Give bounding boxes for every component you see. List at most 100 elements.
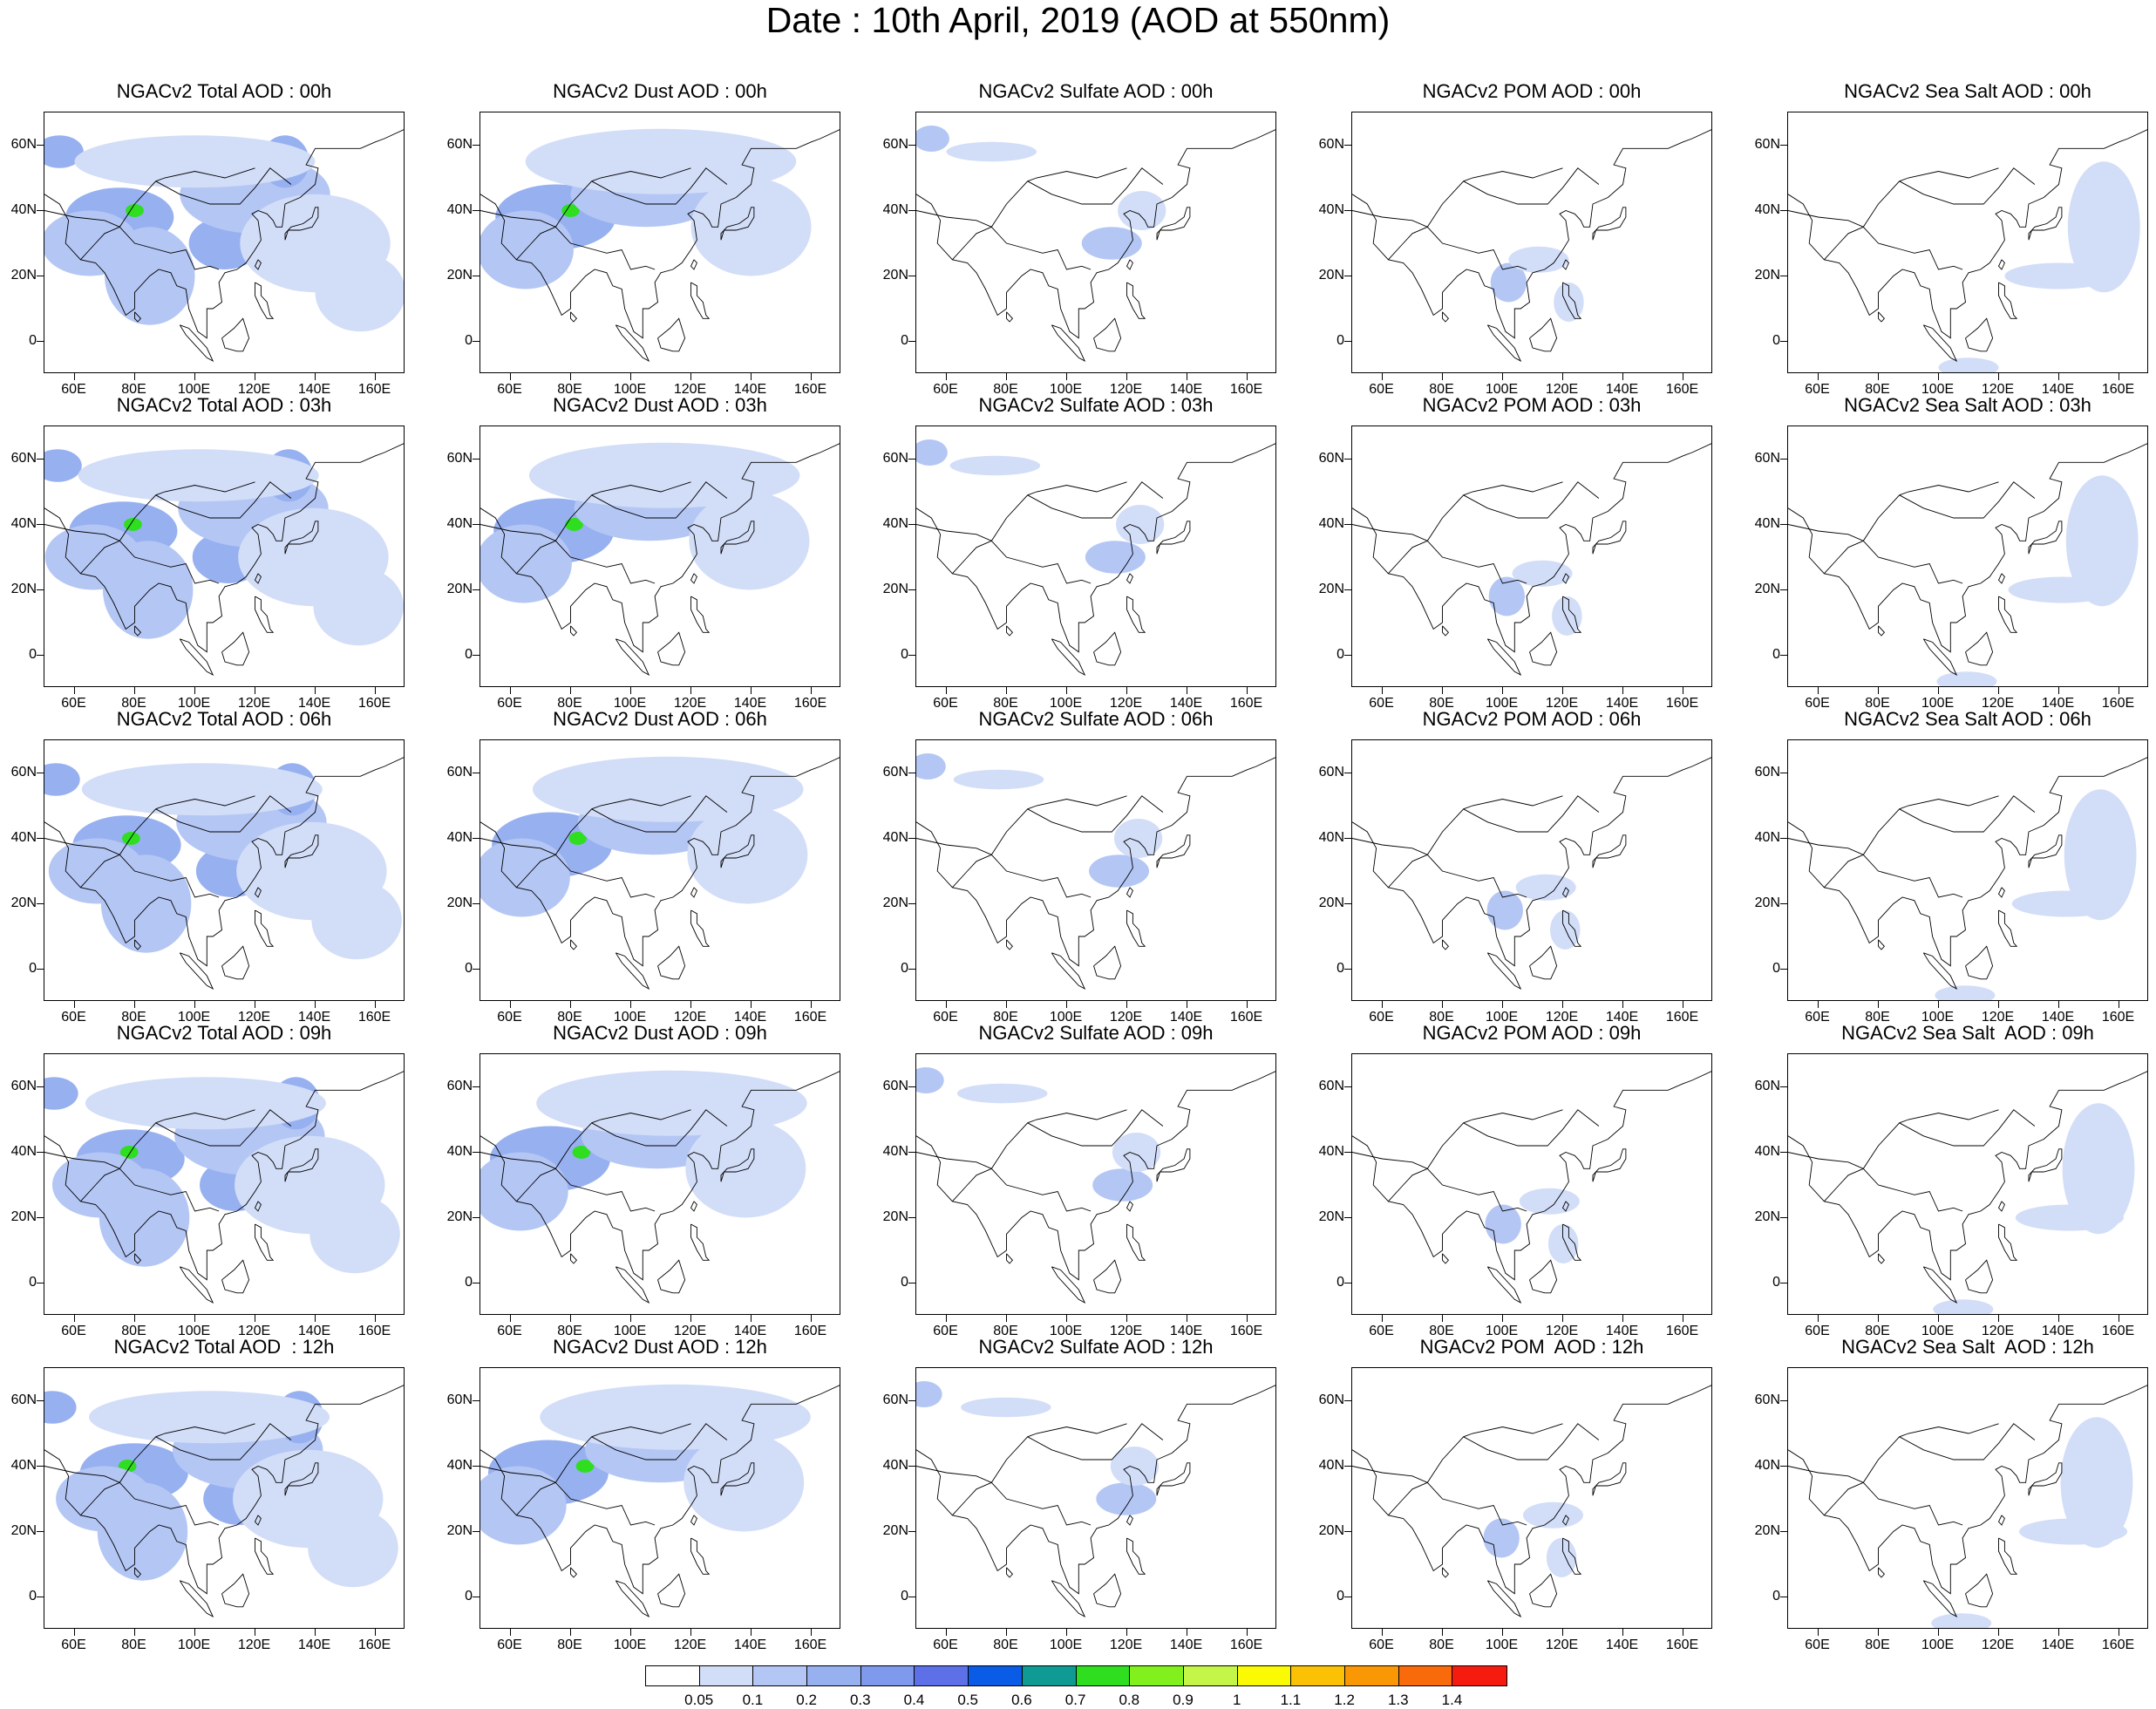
coastline (2028, 1462, 2063, 1496)
y-tick-label: 60N (1754, 1392, 1780, 1407)
x-tick (133, 373, 135, 380)
coastline (916, 795, 1127, 855)
aod-region (2011, 890, 2120, 917)
y-tick (1344, 1465, 1351, 1467)
coastline (916, 1385, 1275, 1595)
y-tick (1344, 654, 1351, 656)
y-tick-label: 0 (29, 960, 37, 976)
coastline (1027, 481, 1164, 519)
y-tick-label: 60N (10, 136, 37, 152)
aod-region (540, 1384, 811, 1450)
y-tick (1780, 1216, 1787, 1218)
x-tick (374, 687, 376, 694)
coastline (1965, 317, 1994, 352)
coastline (615, 324, 650, 363)
aod-region (1483, 1518, 1520, 1558)
map-svg (480, 128, 840, 363)
x-tick-label: 100E (1921, 382, 1955, 397)
coastline (119, 1168, 220, 1212)
y-tick-label: 20N (10, 581, 37, 596)
y-tick (908, 589, 915, 590)
y-tick (37, 1086, 44, 1087)
coastline (119, 1481, 220, 1526)
coastline (1006, 939, 1014, 950)
aod-region (44, 763, 80, 796)
coastline (221, 1259, 250, 1294)
x-tick-label: 60E (1805, 1010, 1830, 1025)
coastline (1998, 909, 2018, 947)
x-tick-label: 60E (497, 696, 522, 711)
x-tick-label: 160E (1229, 1010, 1263, 1025)
x-tick-label: 160E (2101, 1638, 2135, 1652)
y-tick (473, 1465, 479, 1467)
y-tick-label: 60N (1754, 136, 1780, 152)
y-tick-label: 40N (446, 201, 473, 217)
x-tick-label: 100E (177, 1010, 211, 1025)
aod-map (44, 739, 405, 1001)
coastline (480, 481, 691, 541)
y-tick (908, 837, 915, 839)
colorbar-swatch (1398, 1666, 1453, 1685)
coastline (1998, 1223, 2018, 1261)
x-tick (569, 1629, 571, 1636)
y-tick-label: 20N (446, 267, 473, 283)
coastline (1788, 757, 2147, 967)
x-tick (629, 687, 631, 694)
aod-region (311, 881, 402, 960)
x-tick-label: 60E (61, 1638, 86, 1652)
aod-region (1488, 576, 1526, 616)
y-tick (908, 654, 915, 656)
coastline (1352, 795, 1563, 855)
y-tick-label: 20N (882, 267, 908, 283)
y-tick-label: 0 (1772, 646, 1780, 662)
x-tick (1126, 1001, 1127, 1008)
aod-region (44, 449, 82, 482)
x-tick-label: 80E (121, 1638, 146, 1652)
coastline (1426, 540, 1527, 584)
y-tick-label: 40N (10, 515, 37, 531)
y-tick-label: 60N (882, 136, 908, 152)
y-tick-label: 0 (465, 332, 473, 348)
coastline (1997, 1201, 2005, 1212)
coastline (1561, 1201, 1569, 1212)
aod-region (528, 442, 800, 508)
aod-region (1552, 596, 1582, 636)
coastline (284, 521, 319, 555)
coastline (1027, 167, 1164, 205)
coastline (690, 1223, 711, 1261)
coastline (1352, 1109, 1563, 1169)
aod-region (2018, 1518, 2128, 1545)
coastline (1006, 1567, 1014, 1578)
x-tick (194, 1001, 195, 1008)
coastline (284, 207, 319, 241)
coastline (221, 631, 250, 666)
y-tick-label: 60N (446, 450, 473, 466)
coastline (155, 795, 292, 833)
aod-region (99, 1168, 190, 1267)
coastline (657, 317, 686, 352)
panel-title: NGACv2 Total AOD : 12h (113, 1336, 335, 1358)
x-tick (1877, 1315, 1879, 1322)
coastline (1426, 1481, 1527, 1526)
colorbar-label: 0.3 (849, 1692, 871, 1708)
y-tick-label: 0 (29, 1588, 37, 1603)
coastline (1998, 1537, 2018, 1575)
colorbar-label: 0.1 (742, 1692, 764, 1708)
panel-title: NGACv2 Total AOD : 09h (116, 1022, 332, 1044)
colorbar (645, 1665, 1507, 1686)
colorbar-swatch (1183, 1666, 1238, 1685)
x-tick (1622, 373, 1623, 380)
coastline (916, 1423, 1127, 1483)
coastline (1093, 631, 1122, 666)
coastline (221, 317, 250, 352)
aod-region (572, 1146, 591, 1159)
coastline (44, 795, 255, 855)
coastline (480, 757, 840, 967)
x-tick-label: 60E (1369, 1324, 1394, 1338)
x-tick-label: 100E (1485, 382, 1519, 397)
coastline (591, 795, 728, 833)
coastline (1126, 1223, 1146, 1261)
aod-region (1508, 246, 1569, 273)
coastline (1824, 226, 1864, 261)
aod-region (953, 769, 1044, 790)
